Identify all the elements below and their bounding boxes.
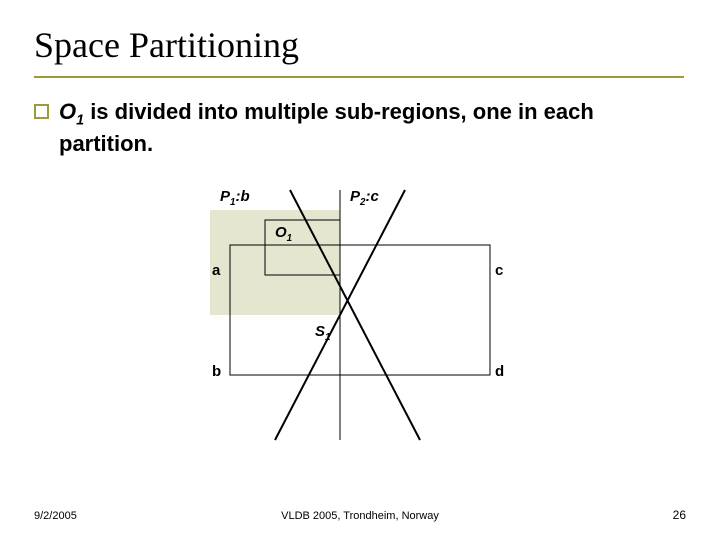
partition-diagram: P1:b P2:c O1 S1 a c b d bbox=[160, 180, 560, 480]
label-o1-main: O bbox=[275, 224, 287, 241]
bullet-text: O1 is divided into multiple sub-regions,… bbox=[59, 98, 684, 159]
label-o1: O1 bbox=[275, 224, 292, 244]
label-p1b: P1:b bbox=[220, 188, 250, 208]
footer-page-number: 26 bbox=[673, 508, 686, 522]
bullet-square-icon bbox=[34, 104, 49, 119]
label-a: a bbox=[212, 262, 220, 279]
bullet-o: O bbox=[59, 99, 76, 124]
slide-title: Space Partitioning bbox=[34, 24, 299, 66]
title-underline bbox=[34, 76, 684, 78]
footer-venue: VLDB 2005, Trondheim, Norway bbox=[0, 510, 720, 522]
diagram-svg bbox=[160, 180, 560, 480]
label-s1: S1 bbox=[315, 323, 330, 343]
bullet-rest: is divided into multiple sub-regions, on… bbox=[59, 99, 594, 156]
label-b: b bbox=[212, 363, 221, 380]
bullet-o-sub: 1 bbox=[76, 112, 84, 128]
label-o1-sub: 1 bbox=[287, 233, 292, 244]
label-s1-sub: 1 bbox=[325, 332, 330, 343]
label-d: d bbox=[495, 363, 504, 380]
label-p2c: P2:c bbox=[350, 188, 379, 208]
slide: Space Partitioning O1 is divided into mu… bbox=[0, 0, 720, 540]
label-p1b-main: P bbox=[220, 188, 230, 205]
label-p2c-main: P bbox=[350, 188, 360, 205]
bullet-item: O1 is divided into multiple sub-regions,… bbox=[34, 98, 684, 159]
label-s1-main: S bbox=[315, 323, 325, 340]
label-c: c bbox=[495, 262, 503, 279]
label-p2c-tail: :c bbox=[365, 188, 378, 205]
label-p1b-tail: :b bbox=[235, 188, 249, 205]
